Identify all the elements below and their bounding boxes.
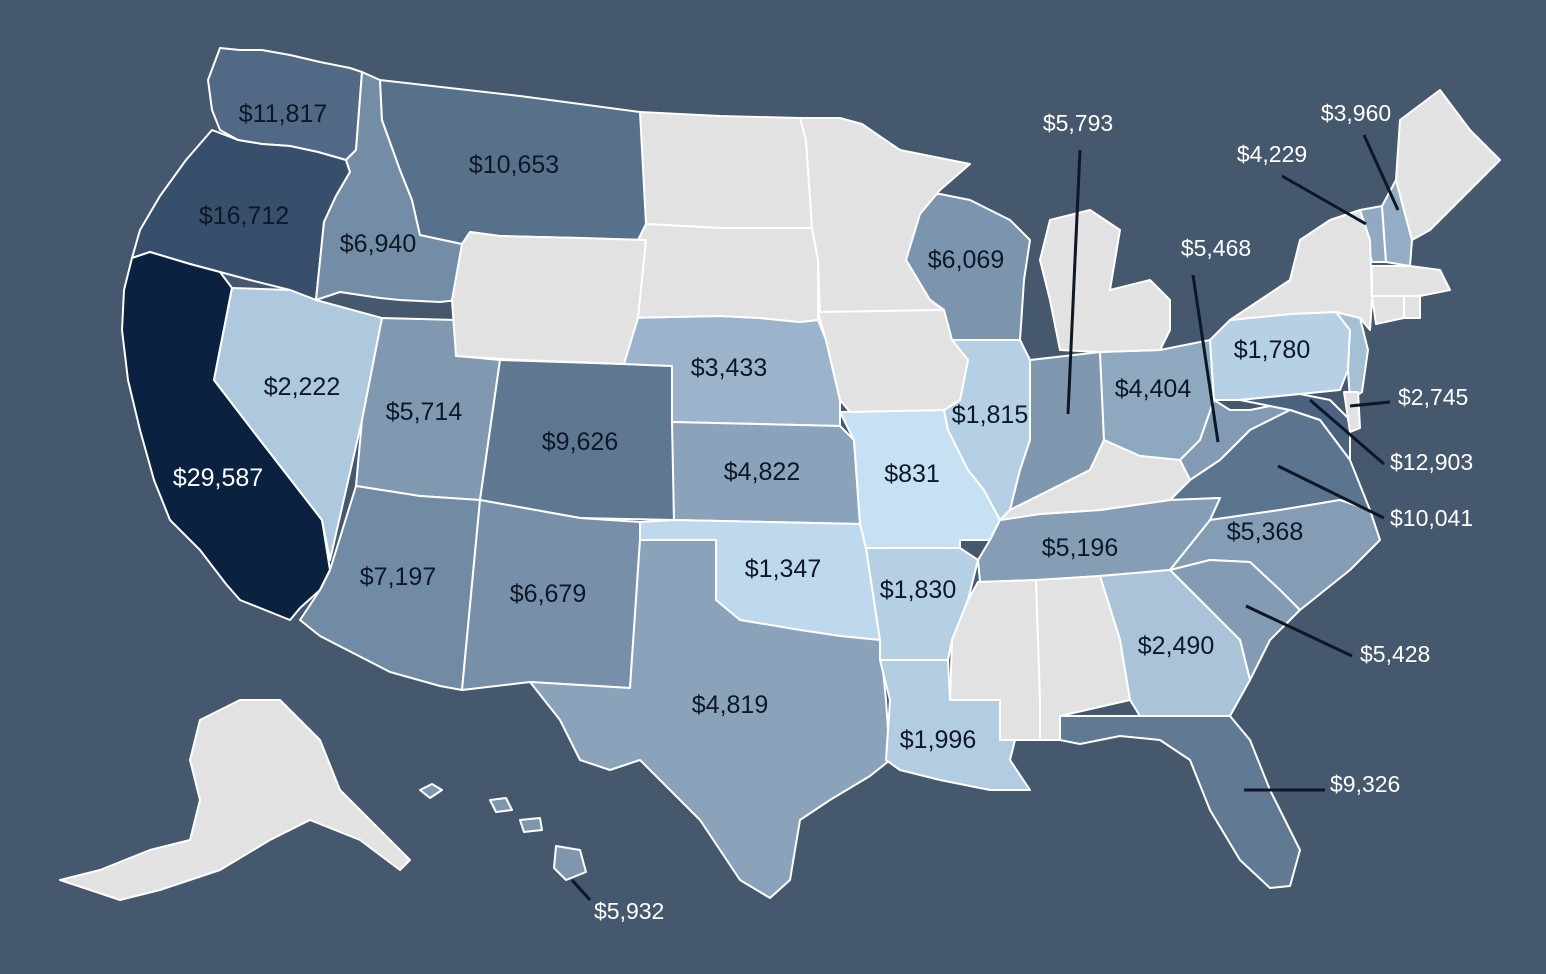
leader-line-nj bbox=[1349, 400, 1391, 408]
state-nv bbox=[213, 287, 383, 561]
state-tx bbox=[529, 539, 891, 899]
value-label-nm: $6,679 bbox=[510, 580, 586, 608]
value-label-oh: $4,404 bbox=[1115, 375, 1192, 403]
leader-line-va bbox=[1277, 464, 1385, 520]
leader-lines-layer bbox=[570, 134, 1400, 902]
state-ca bbox=[121, 251, 331, 621]
state-nd bbox=[639, 111, 813, 229]
leader-line-in bbox=[1066, 149, 1082, 415]
value-label-wv: $5,468 bbox=[1181, 235, 1251, 261]
value-label-ne: $3,433 bbox=[691, 354, 767, 382]
leader-line-wv bbox=[1191, 274, 1220, 443]
value-label-nj: $2,745 bbox=[1398, 384, 1468, 410]
value-label-la: $1,996 bbox=[900, 726, 976, 754]
state-wy bbox=[451, 231, 647, 365]
state-hi bbox=[419, 783, 587, 881]
value-label-ga: $2,490 bbox=[1138, 632, 1214, 660]
value-label-hi: $5,932 bbox=[594, 898, 664, 924]
value-label-pa: $1,780 bbox=[1234, 336, 1310, 364]
value-label-tx: $4,819 bbox=[692, 691, 768, 719]
value-label-tn: $5,196 bbox=[1042, 534, 1118, 562]
value-label-ok: $1,347 bbox=[745, 555, 821, 583]
value-label-co: $9,626 bbox=[542, 428, 618, 456]
state-me bbox=[1395, 89, 1501, 241]
state-ia bbox=[817, 309, 969, 413]
value-label-fl: $9,326 bbox=[1330, 771, 1400, 797]
value-label-in: $5,793 bbox=[1043, 110, 1113, 136]
value-label-mo: $831 bbox=[884, 460, 940, 488]
state-sd bbox=[623, 223, 819, 323]
state-nh bbox=[1381, 179, 1413, 267]
value-label-or: $16,712 bbox=[199, 202, 289, 230]
value-label-mt: $10,653 bbox=[469, 151, 559, 179]
value-label-nc: $5,368 bbox=[1227, 518, 1303, 546]
value-label-az: $7,197 bbox=[360, 563, 436, 591]
value-label-nv: $2,222 bbox=[264, 373, 340, 401]
state-ma bbox=[1371, 265, 1451, 297]
state-ny bbox=[1229, 209, 1373, 331]
value-label-ks: $4,822 bbox=[724, 458, 800, 486]
value-labels-layer: $11,817 $16,712 $29,587 $6,940 $10,653 $2,222… bbox=[173, 100, 1473, 924]
value-label-sc: $5,428 bbox=[1360, 641, 1430, 667]
state-de bbox=[1343, 391, 1361, 433]
value-label-il: $1,815 bbox=[952, 401, 1028, 429]
state-ky bbox=[999, 439, 1191, 521]
value-label-wa: $11,817 bbox=[239, 100, 328, 128]
state-ms bbox=[949, 579, 1041, 741]
value-label-va: $10,041 bbox=[1390, 505, 1473, 531]
value-label-md: $12,903 bbox=[1390, 449, 1473, 475]
leader-line-hi bbox=[570, 878, 592, 902]
state-az bbox=[299, 485, 481, 691]
value-label-wi: $6,069 bbox=[928, 246, 1004, 274]
value-label-ca: $29,587 bbox=[173, 464, 263, 492]
leader-line-md bbox=[1309, 398, 1385, 466]
value-label-vt: $4,229 bbox=[1237, 141, 1307, 167]
value-label-ut: $5,714 bbox=[386, 398, 463, 426]
value-label-ar: $1,830 bbox=[880, 576, 956, 604]
states-layer bbox=[59, 47, 1501, 901]
value-label-nh: $3,960 bbox=[1321, 100, 1391, 126]
state-al bbox=[1035, 575, 1131, 741]
state-ak bbox=[59, 699, 411, 901]
leader-line-nh bbox=[1362, 134, 1400, 211]
state-mn bbox=[799, 117, 971, 313]
state-ct bbox=[1371, 295, 1405, 325]
state-fl bbox=[1059, 715, 1301, 889]
leader-line-sc bbox=[1245, 604, 1353, 658]
value-label-id: $6,940 bbox=[340, 230, 416, 258]
state-ri bbox=[1403, 295, 1421, 319]
leader-line-vt bbox=[1281, 174, 1367, 226]
